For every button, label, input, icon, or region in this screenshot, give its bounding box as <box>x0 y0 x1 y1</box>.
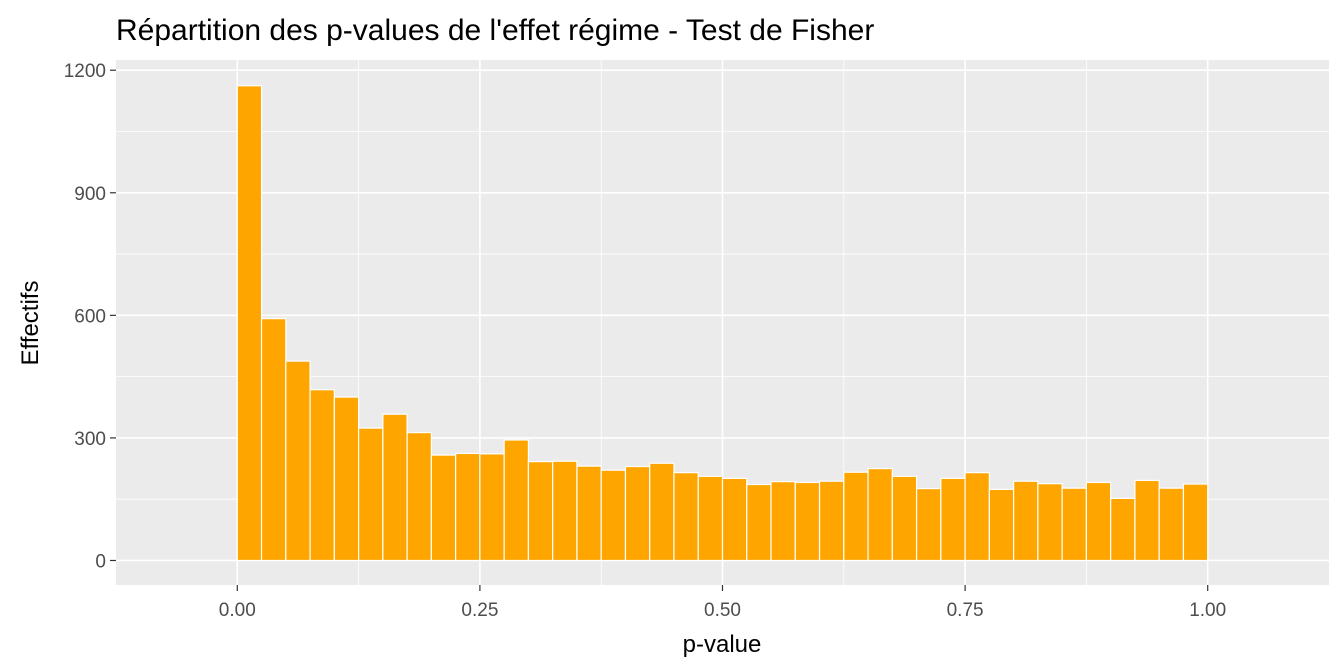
x-tick-label: 0.00 <box>219 600 256 621</box>
x-tick-label: 1.00 <box>1189 600 1226 621</box>
histogram-bar <box>770 481 796 562</box>
y-axis: 0 300 600 900 1200 <box>64 61 116 572</box>
histogram-bar <box>600 469 627 562</box>
histogram-bar <box>988 488 1015 562</box>
histogram-bar <box>818 480 845 562</box>
x-axis-title: p-value <box>683 631 762 658</box>
histogram-bar <box>891 475 918 562</box>
histogram-bar <box>527 461 554 562</box>
y-tick-label: 300 <box>74 429 106 450</box>
histogram-bar <box>309 389 335 562</box>
histogram-bar <box>1085 481 1112 562</box>
histogram-bar <box>503 439 530 562</box>
histogram-bar <box>794 481 821 562</box>
y-tick-label: 1200 <box>64 61 106 82</box>
histogram-bar <box>430 454 457 562</box>
histogram-bar <box>1110 497 1136 562</box>
histogram-bar <box>1158 487 1185 562</box>
histogram-bars <box>236 85 1209 562</box>
histogram-bar <box>455 452 481 562</box>
histogram-bar <box>697 475 724 562</box>
y-axis-title: Effectifs <box>17 281 44 366</box>
histogram-bar <box>746 483 772 562</box>
histogram-bar <box>721 477 748 562</box>
histogram-bar <box>479 453 505 562</box>
x-tick-label: 0.75 <box>947 600 984 621</box>
histogram-bar <box>285 360 311 562</box>
x-tick-label: 0.50 <box>704 600 741 621</box>
chart-title: Répartition des p-values de l'effet régi… <box>116 14 874 47</box>
y-tick-label: 600 <box>74 306 106 327</box>
histogram-bar <box>406 432 432 562</box>
histogram-bar <box>624 465 651 562</box>
histogram-bar <box>1037 483 1063 562</box>
histogram-bar <box>576 465 602 562</box>
histogram-bar <box>1013 480 1039 562</box>
histogram-bar <box>1061 487 1088 562</box>
x-tick-label: 0.25 <box>461 600 498 621</box>
histogram-bar <box>236 85 263 562</box>
histogram-bar <box>382 413 408 562</box>
histogram-bar <box>333 396 360 562</box>
histogram-bar <box>1134 479 1160 562</box>
histogram-bar <box>940 477 966 562</box>
histogram-bar <box>260 318 287 562</box>
histogram-bar <box>673 472 699 562</box>
histogram-bar <box>649 462 675 562</box>
histogram-bar <box>552 460 578 562</box>
histogram-bar <box>1182 483 1209 562</box>
histogram-bar <box>964 472 990 562</box>
y-tick-label: 0 <box>95 551 106 572</box>
histogram-bar <box>358 427 384 562</box>
x-axis: 0.00 0.25 0.50 0.75 1.00 <box>219 585 1226 621</box>
y-tick-label: 900 <box>74 184 106 205</box>
histogram-bar <box>867 467 893 562</box>
histogram-bar <box>915 487 942 562</box>
histogram-bar <box>843 471 869 562</box>
